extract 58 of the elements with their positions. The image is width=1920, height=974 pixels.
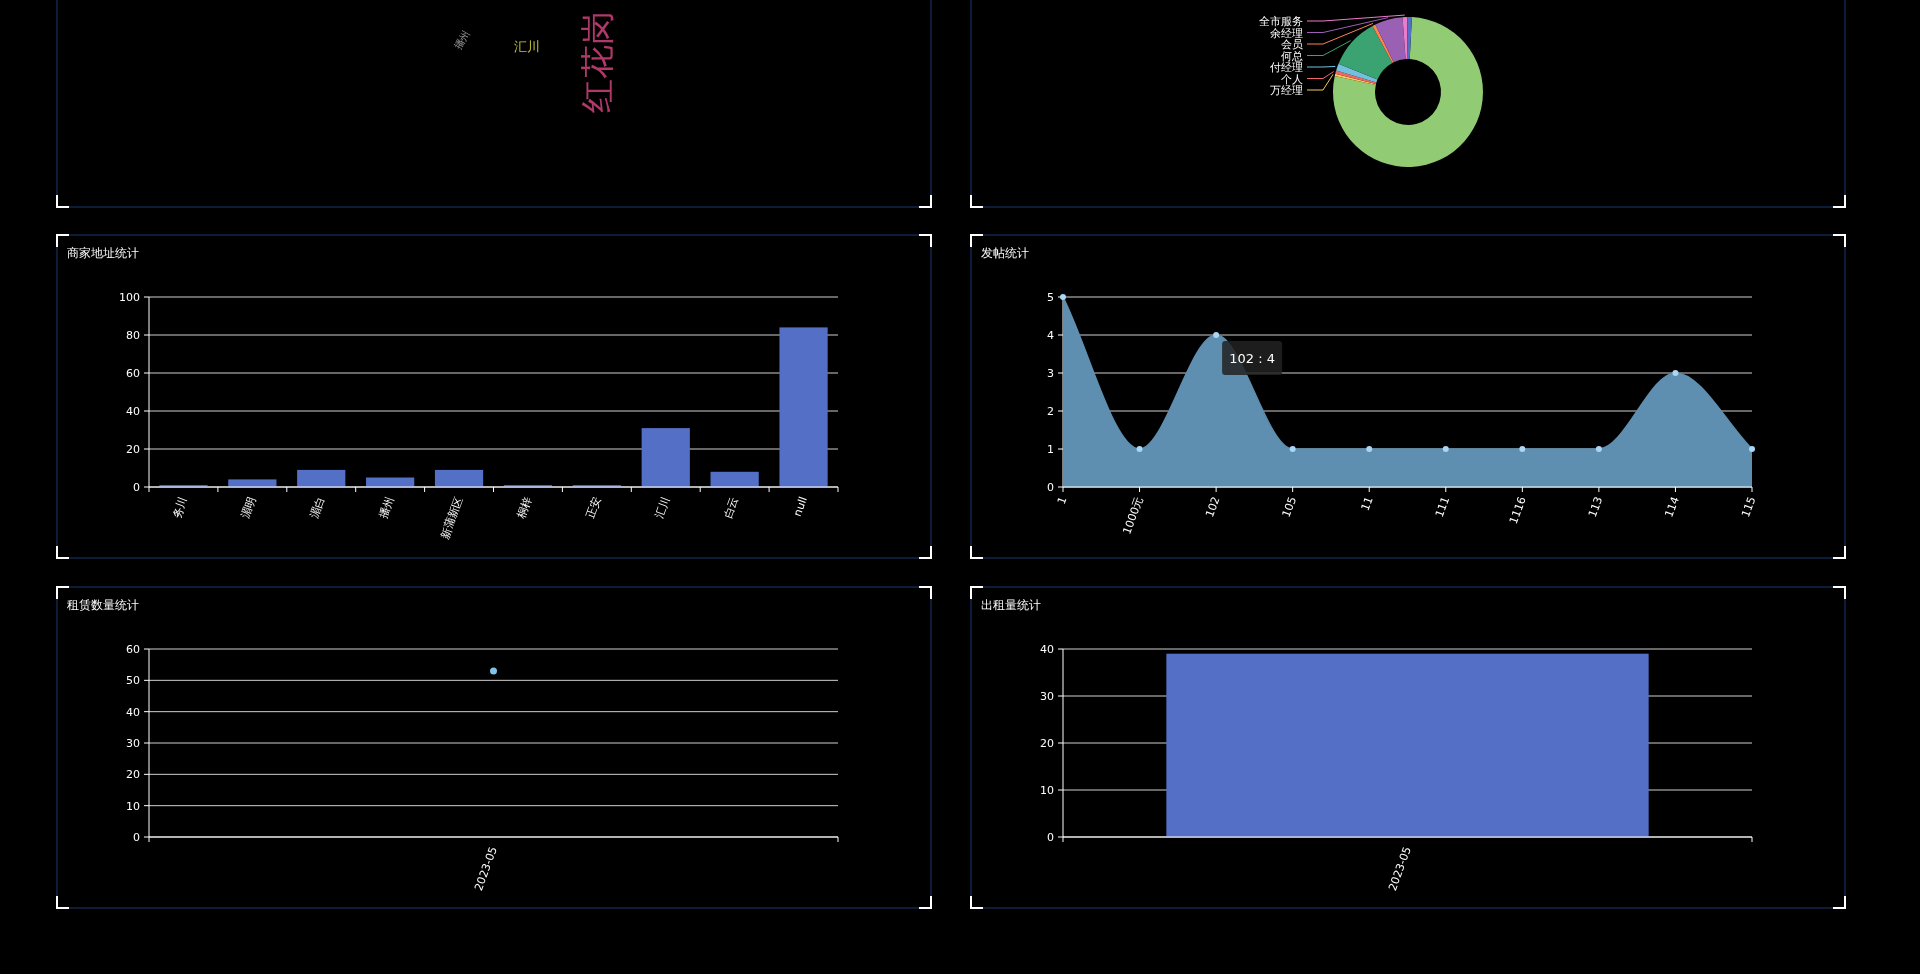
x-tick-label: 102: [1203, 494, 1223, 520]
y-tick-label: 50: [126, 674, 140, 688]
text: 红花岗: [576, 11, 617, 113]
y-tick-label: 20: [126, 443, 140, 456]
x-tick-label: null: [790, 494, 810, 519]
x-tick-label: 新蒲新区: [438, 494, 466, 541]
x-tick-label: 1000元: [1120, 494, 1146, 536]
y-tick-label: 0: [133, 831, 140, 844]
y-tick-label: 0: [133, 481, 140, 494]
y-tick-label: 20: [1040, 737, 1054, 750]
chart-title: 租赁数量统计: [67, 598, 139, 612]
y-tick-label: 30: [126, 737, 140, 750]
y-tick-label: 20: [126, 768, 140, 782]
y-tick-label: 30: [1040, 690, 1054, 703]
chart-title: 发帖统计: [981, 246, 1029, 260]
x-tick-label: 务川: [170, 494, 190, 521]
y-tick-label: 80: [126, 329, 140, 342]
y-tick-label: 60: [126, 643, 140, 656]
x-tick-label: 105: [1279, 494, 1300, 520]
x-tick-label: 白云: [721, 494, 742, 521]
x-tick-label: 113: [1585, 494, 1606, 520]
slice-label: 会员: [1281, 38, 1303, 51]
slice-label: 付经理: [1270, 61, 1303, 74]
y-tick-label: 4: [1047, 329, 1054, 342]
x-tick-label: 114: [1662, 494, 1682, 520]
x-tick-label: 1116: [1506, 494, 1529, 526]
slice-label: 余经理: [1270, 26, 1303, 40]
y-tick-label: 60: [126, 367, 140, 380]
y-tick-label: 10: [126, 799, 140, 813]
x-tick-label: 115: [1739, 494, 1759, 520]
text: 播州: [452, 28, 472, 52]
x-tick-label: 播州: [376, 494, 397, 521]
y-tick-label: 40: [126, 705, 140, 719]
x-tick-label: 湄明: [239, 494, 259, 521]
y-tick-label: 1: [1047, 443, 1054, 456]
x-tick-label: 11: [1358, 494, 1376, 513]
y-tick-label: 100: [119, 291, 140, 304]
x-tick-label: 湄白: [307, 494, 328, 521]
slice-label: 全市服务: [1259, 15, 1303, 28]
annotation: 102 : 4: [1229, 351, 1275, 366]
y-tick-label: 5: [1047, 291, 1054, 304]
x-tick-label: 汇川: [652, 494, 673, 521]
x-tick-label: 桐梓: [514, 494, 535, 521]
slice-label: 万经理: [1270, 84, 1303, 97]
y-tick-label: 3: [1047, 367, 1054, 380]
y-tick-label: 10: [1040, 784, 1054, 797]
chart-title: 出租量统计: [981, 598, 1041, 612]
slice-label: 何总: [1281, 49, 1303, 63]
text: 汇川: [514, 38, 540, 54]
chart-title: 商家地址统计: [67, 246, 139, 260]
y-tick-label: 2: [1047, 405, 1054, 418]
y-tick-label: 40: [126, 405, 140, 418]
y-tick-label: 0: [1047, 831, 1054, 844]
x-tick-label: 111: [1432, 494, 1453, 520]
y-tick-label: 40: [1040, 643, 1054, 656]
slice-label: 个人: [1281, 72, 1303, 86]
y-tick-label: 0: [1047, 481, 1054, 494]
x-tick-label: 正安: [583, 494, 604, 521]
